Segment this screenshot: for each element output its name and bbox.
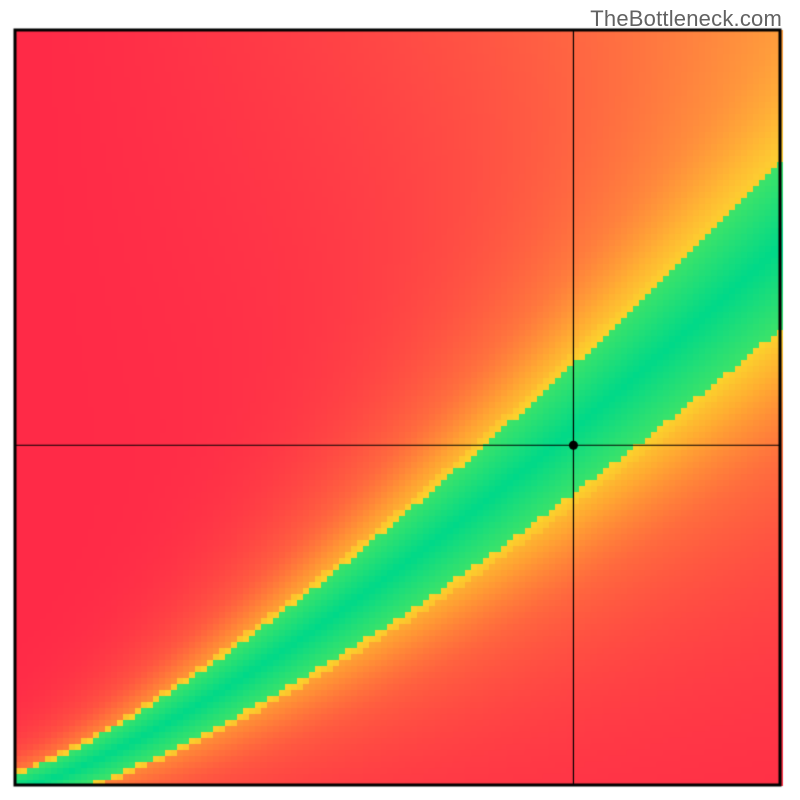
heatmap-canvas [0, 0, 800, 800]
watermark-text: TheBottleneck.com [590, 6, 782, 32]
chart-container: TheBottleneck.com [0, 0, 800, 800]
